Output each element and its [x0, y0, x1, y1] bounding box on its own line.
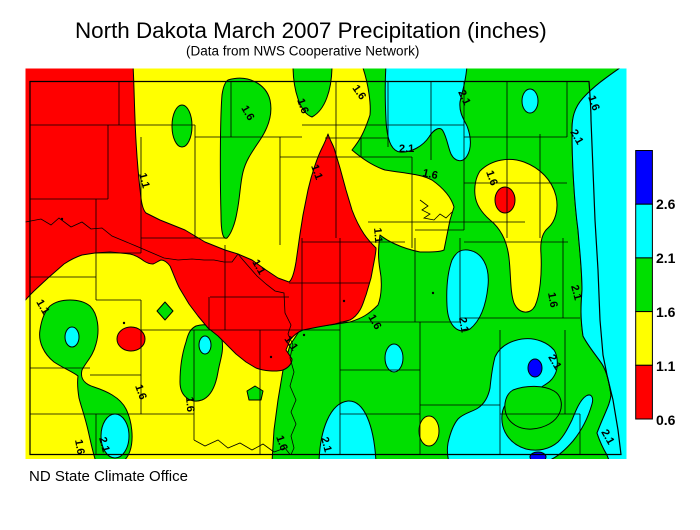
svg-text:2.1: 2.1	[318, 436, 334, 454]
svg-text:0.6: 0.6	[656, 412, 676, 428]
svg-text:1.6: 1.6	[656, 304, 676, 320]
svg-text:1.1: 1.1	[136, 172, 152, 190]
svg-text:1.6: 1.6	[72, 438, 86, 455]
svg-text:1.6: 1.6	[585, 94, 602, 112]
svg-text:2.1: 2.1	[455, 88, 472, 107]
svg-text:(Data from NWS Cooperative Net: (Data from NWS Cooperative Network)	[186, 44, 419, 59]
svg-text:2.1: 2.1	[656, 250, 676, 266]
svg-text:ND State Climate Office: ND State Climate Office	[29, 468, 188, 485]
svg-text:2.1: 2.1	[568, 284, 584, 302]
svg-text:1.6: 1.6	[483, 169, 500, 187]
svg-text:2.1: 2.1	[96, 436, 112, 454]
svg-text:2.6: 2.6	[656, 196, 676, 212]
svg-text:1.6: 1.6	[421, 167, 438, 182]
svg-text:1.6: 1.6	[294, 97, 311, 115]
svg-text:1.6: 1.6	[545, 291, 559, 308]
svg-text:1.6: 1.6	[183, 396, 196, 412]
svg-text:2.1: 2.1	[456, 316, 470, 333]
svg-text:1.6: 1.6	[132, 383, 149, 401]
svg-text:1.1: 1.1	[371, 227, 384, 243]
svg-text:1.6: 1.6	[273, 434, 290, 452]
svg-text:North Dakota March 2007 Precip: North Dakota March 2007 Precipitation (i…	[75, 18, 547, 43]
svg-text:2.1: 2.1	[399, 143, 414, 155]
svg-text:1.1: 1.1	[308, 163, 325, 181]
svg-text:1.1: 1.1	[656, 358, 676, 374]
